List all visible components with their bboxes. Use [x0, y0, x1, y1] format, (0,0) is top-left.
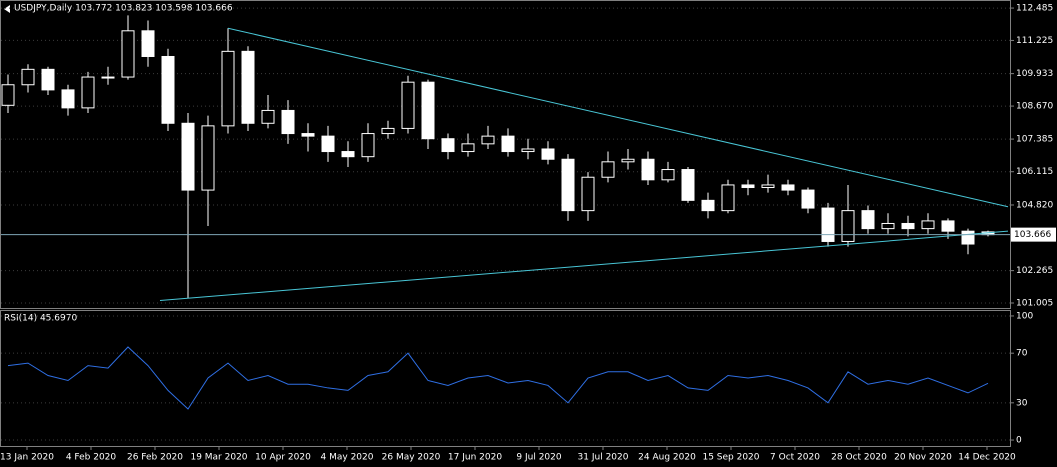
- y-tick-label: 30: [1016, 398, 1028, 408]
- candle-body: [61, 89, 75, 109]
- candle-body: [761, 184, 775, 189]
- candle-body: [821, 207, 835, 242]
- candle-body: [281, 109, 295, 135]
- x-tick-label: 17 Jun 2020: [448, 453, 502, 463]
- candle-body: [881, 222, 895, 230]
- y-tick-label: 111.225: [1016, 36, 1053, 46]
- candle-body: [101, 76, 115, 79]
- x-tick-label: 15 Sep 2020: [702, 453, 759, 463]
- x-tick-label: 9 Jul 2020: [516, 453, 561, 463]
- candle-body: [461, 143, 475, 153]
- x-tick-label: 28 Oct 2020: [831, 453, 887, 463]
- candle-body: [481, 135, 495, 145]
- candle-body: [741, 184, 755, 189]
- y-tick-label: 102.265: [1016, 266, 1053, 276]
- rsi-line: [7, 346, 989, 410]
- y-tick-label: 106.115: [1016, 167, 1053, 177]
- trendline: [159, 230, 1009, 302]
- x-tick-label: 7 Oct 2020: [770, 453, 820, 463]
- candle-body: [401, 81, 415, 129]
- candle-body: [441, 138, 455, 153]
- candle-body: [861, 210, 875, 230]
- candle-body: [381, 127, 395, 135]
- candle-body: [801, 189, 815, 209]
- y-tick-label: 0: [1016, 436, 1022, 446]
- price-title: USDJPY,Daily 103.772 103.823 103.598 103…: [14, 4, 233, 14]
- candle-body: [921, 220, 935, 230]
- candle-body: [161, 55, 175, 124]
- candle-body: [41, 68, 55, 91]
- candle-body: [541, 148, 555, 160]
- candle-body: [521, 148, 535, 153]
- y-tick-label: 100: [1016, 311, 1033, 321]
- candle-body: [181, 122, 195, 191]
- x-tick-label: 10 Apr 2020: [255, 453, 311, 463]
- candle-body: [501, 135, 515, 153]
- candle-body: [261, 109, 275, 124]
- candle-body: [581, 176, 595, 212]
- candle-body: [841, 210, 855, 242]
- candle-body: [21, 68, 35, 86]
- panel-icon: [4, 5, 10, 13]
- candle-body: [661, 169, 675, 181]
- current-price-box: [1011, 227, 1056, 242]
- x-tick-label: 24 Aug 2020: [638, 453, 696, 463]
- x-tick-label: 20 Nov 2020: [894, 453, 952, 463]
- candle-body: [901, 222, 915, 230]
- y-tick-label: 112.485: [1016, 4, 1053, 14]
- candle-body: [641, 158, 655, 181]
- candle-body: [421, 81, 435, 140]
- x-tick-label: 19 Mar 2020: [190, 453, 247, 463]
- x-tick-label: 26 Feb 2020: [127, 453, 183, 463]
- candle-body: [721, 184, 735, 212]
- y-tick-label: 107.385: [1016, 135, 1053, 145]
- candle-body: [1, 84, 15, 106]
- x-tick-label: 14 Dec 2020: [958, 453, 1016, 463]
- candle-body: [621, 158, 635, 163]
- candle-body: [341, 151, 355, 158]
- candle-body: [601, 161, 615, 178]
- candle-body: [121, 30, 135, 78]
- x-tick-label: 26 May 2020: [382, 453, 441, 463]
- y-tick-label: 104.820: [1016, 200, 1053, 210]
- price-panel-frame: [0, 0, 1011, 309]
- x-tick-label: 4 May 2020: [321, 453, 374, 463]
- candle-body: [141, 30, 155, 57]
- candle-body: [681, 169, 695, 201]
- candle-body: [561, 158, 575, 212]
- candle-body: [301, 133, 315, 137]
- candle-body: [241, 50, 255, 124]
- x-tick-label: 31 Jul 2020: [578, 453, 629, 463]
- x-tick-label: 13 Jan 2020: [0, 453, 54, 463]
- y-tick-label: 109.933: [1016, 69, 1053, 79]
- candle-body: [321, 135, 335, 153]
- candle-body: [81, 76, 95, 109]
- candle-body: [961, 230, 975, 245]
- y-tick-label: 101.005: [1016, 298, 1053, 308]
- candle-body: [201, 125, 215, 191]
- current-price-label: 103.666: [1014, 230, 1051, 240]
- trendline: [227, 27, 1009, 208]
- candle-body: [221, 50, 235, 127]
- y-tick-label: 70: [1016, 349, 1028, 359]
- candle-body: [781, 184, 795, 191]
- y-tick-label: 108.670: [1016, 102, 1053, 112]
- rsi-panel-frame: [0, 310, 1011, 447]
- candle-body: [701, 199, 715, 212]
- candle-body: [941, 220, 955, 232]
- rsi-title: RSI(14) 45.6970: [4, 314, 77, 324]
- x-tick-label: 4 Feb 2020: [66, 453, 117, 463]
- candle-body: [361, 133, 375, 158]
